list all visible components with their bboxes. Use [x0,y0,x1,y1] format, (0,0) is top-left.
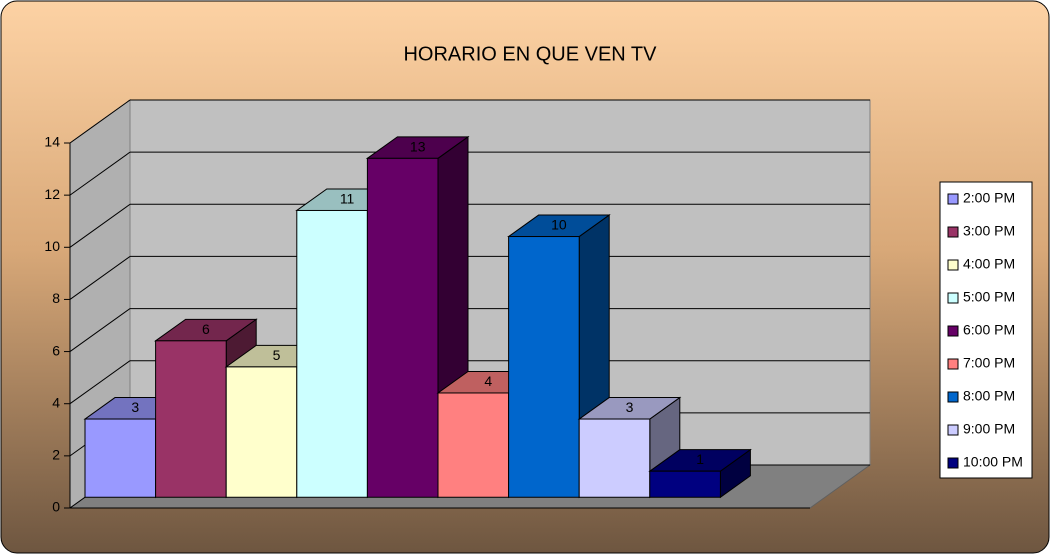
y-tick-label: 6 [52,342,60,358]
data-label: 3 [131,399,139,415]
bar [508,236,580,498]
legend-swatch [947,457,959,469]
data-label: 10 [551,216,567,232]
legend-swatch [947,424,959,436]
legend-swatch [947,325,959,337]
data-label: 3 [626,399,634,415]
grid-line [69,360,131,405]
y-tick-label: 14 [44,134,60,150]
bar [578,418,651,498]
data-label: 5 [273,347,281,363]
data-label: 13 [410,138,426,154]
legend-swatch [947,358,959,370]
legend-swatch [947,292,959,304]
chart-title: HORARIO EN QUE VEN TV [403,43,657,65]
legend-label: 3:00 PM [963,223,1015,239]
grid-line [69,308,131,352]
bar [155,340,227,498]
legend-swatch [947,193,959,205]
grid-line [69,99,131,144]
bar [649,470,721,498]
legend-label: 10:00 PM [963,454,1023,470]
legend-swatch [947,259,959,271]
legend-label: 4:00 PM [963,256,1015,272]
y-tick-label: 0 [52,499,60,515]
bar [84,418,157,498]
bar [366,157,439,498]
legend-label: 9:00 PM [963,421,1015,437]
legend-swatch [947,391,959,403]
y-tick-label: 10 [44,238,60,254]
y-tick-label: 2 [52,447,60,463]
y-tick-label: 12 [44,186,60,202]
legend-label: 7:00 PM [963,355,1015,371]
grid-line [69,203,131,248]
legend-label: 5:00 PM [963,289,1015,305]
grid-line [69,256,131,300]
bar [296,209,368,498]
legend-label: 2:00 PM [963,190,1015,206]
legend-label: 6:00 PM [963,322,1015,338]
bar [437,392,510,498]
data-label: 4 [484,373,492,389]
data-label: 1 [696,451,704,467]
grid-line [69,151,131,196]
y-tick-label: 4 [52,394,60,410]
legend-swatch [947,226,959,238]
data-label: 6 [202,321,210,337]
bar [225,366,298,498]
y-tick-label: 8 [52,290,60,306]
data-label: 11 [340,190,355,206]
legend-label: 8:00 PM [963,388,1015,404]
